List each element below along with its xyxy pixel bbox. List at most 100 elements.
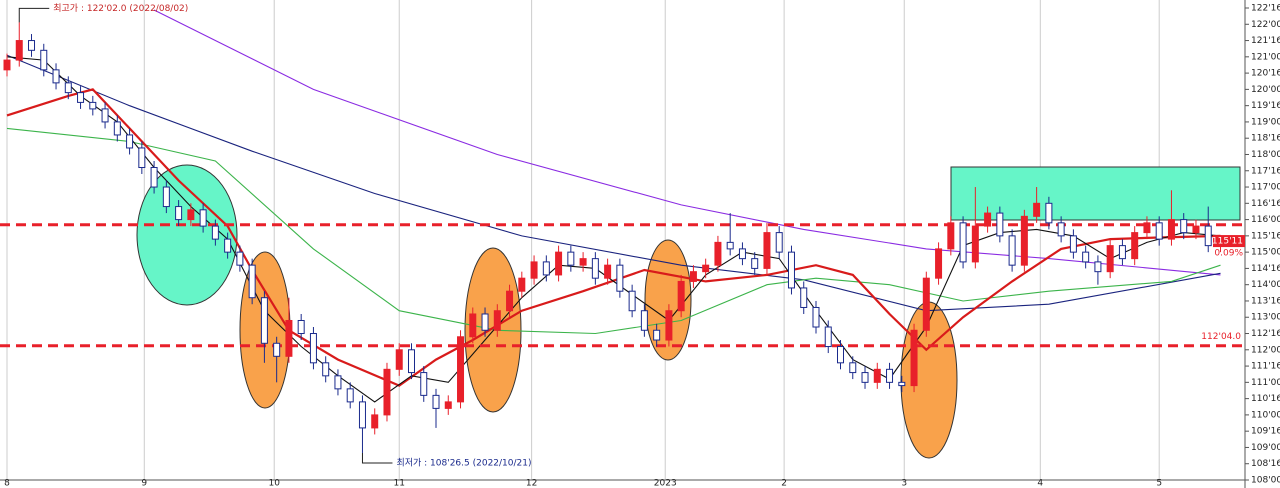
candle-body [1082,251,1090,263]
candle-body [971,225,979,263]
x-tick-label: 8 [4,479,10,488]
ellipse-highlight [136,164,238,306]
candle-body [383,368,391,416]
candle-body [1033,202,1041,217]
candle-body [40,49,48,71]
candle-body [52,69,60,84]
candle-body [248,264,256,299]
candle-body [457,336,465,403]
candle-body [542,261,550,276]
candle-body [824,326,832,348]
candle-body [1167,219,1175,240]
candle-body [837,346,845,364]
y-tick-label: 114'16.0 [1251,264,1280,274]
y-tick-label: 119'00.0 [1251,117,1280,127]
annotation-arrow [361,452,393,464]
low-annotation: 최저가 : 108'26.5 (2022/10/21) [396,457,531,468]
candle-body [407,349,415,374]
candle-body [604,264,612,279]
candle-body [89,101,97,110]
candle-body [714,241,722,266]
candle-body [175,206,183,221]
candle-body [763,232,771,269]
x-tick-label: 11 [394,479,405,488]
candle-body [787,251,795,289]
candle-body [77,92,85,103]
candle-body [126,134,134,149]
candle-body [285,319,293,357]
candle-body [138,147,146,169]
candle-body [738,248,746,260]
candle-body [1143,222,1151,234]
y-tick-label: 115'00.0 [1251,248,1280,258]
candle-body [800,287,808,308]
candle-body [873,368,881,383]
candle-body [775,232,783,253]
level-label: 112'04.0 [1201,332,1241,342]
candle-body [493,310,501,331]
candle-body [199,209,207,227]
candle-body [1180,219,1188,234]
candle-body [334,375,342,390]
candle-body [653,329,661,341]
y-tick-label: 113'16.0 [1251,296,1280,306]
candle-body [64,82,72,94]
candle-body [984,212,992,227]
y-tick-label: 109'00.0 [1251,443,1280,453]
candle-body [28,40,36,51]
candle-body [506,290,514,312]
candle-body [665,310,673,341]
candle-body [297,319,305,335]
candle-body [420,372,428,396]
y-tick-label: 108'00.0 [1251,476,1280,486]
y-tick-label: 119'16.0 [1251,101,1280,111]
candle-body [1118,245,1126,260]
candle-body [959,222,967,263]
x-tick-label: 4 [1037,479,1043,488]
y-tick-label: 116'00.0 [1251,215,1280,225]
candle-body [1008,235,1016,266]
y-tick-label: 120'00.0 [1251,85,1280,95]
box-highlight [950,166,1241,221]
y-tick-label: 120'16.0 [1251,69,1280,79]
candle-body [677,280,685,312]
y-tick-label: 118'00.0 [1251,150,1280,160]
candle-body [726,241,734,250]
y-tick-label: 116'16.0 [1251,199,1280,209]
y-tick-label: 121'00.0 [1251,52,1280,62]
candle-body [3,59,11,71]
candle-body [616,264,624,292]
candle-body [309,333,317,364]
candle-body [469,313,477,338]
candle-body [1131,232,1139,260]
y-tick-label: 110'16.0 [1251,394,1280,404]
y-tick-label: 114'00.0 [1251,280,1280,290]
candle-body [751,258,759,269]
annotation-arrow [18,7,50,23]
candle-body [861,372,869,383]
candle-body [101,108,109,123]
y-tick-label: 118'16.0 [1251,134,1280,144]
candle-body [15,40,23,61]
candle-body [1045,202,1053,224]
candle-body [567,251,575,266]
candle-body [702,264,710,273]
candle-body [886,368,894,383]
candle-body [1057,222,1065,237]
candle-body [322,362,330,377]
candle-body [1155,222,1163,240]
y-tick-label: 112'16.0 [1251,329,1280,339]
last-price-box [1213,235,1245,248]
candle-body [996,212,1004,237]
y-tick-label: 117'00.0 [1251,183,1280,193]
candle-body [481,313,489,331]
x-tick-label: 2023 [654,479,677,488]
y-tick-label: 108'16.0 [1251,459,1280,469]
candle-body [273,342,281,357]
candle-body [211,225,219,240]
candle-body [1192,225,1200,234]
candle-body [395,349,403,370]
candle-body [1069,235,1077,253]
ma-line [153,9,1221,276]
x-tick-label: 3 [901,479,907,488]
